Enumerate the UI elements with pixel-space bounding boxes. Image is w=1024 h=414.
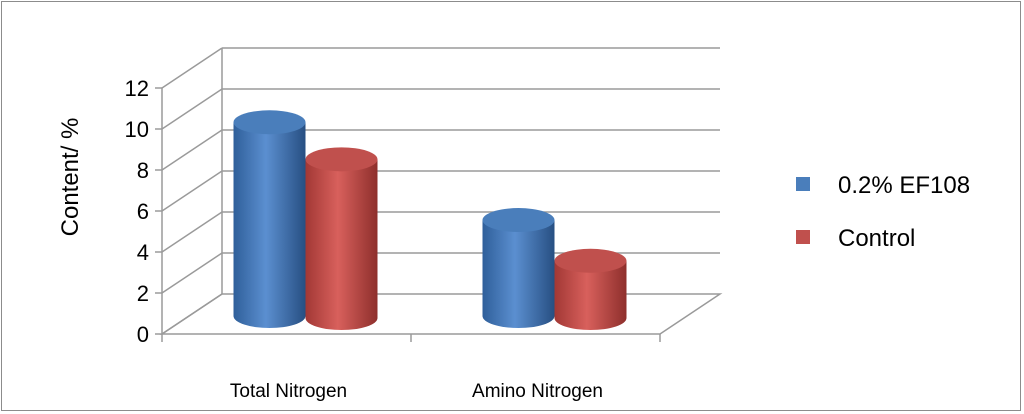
y-axis-title: Content/ % xyxy=(57,118,84,237)
legend: 0.2% EF108 Control xyxy=(796,172,970,252)
bars-layer xyxy=(233,110,627,330)
y-tick-label: 2 xyxy=(137,281,149,306)
y-tick-label: 6 xyxy=(137,199,149,224)
gridline-side xyxy=(161,47,223,89)
gridline-side xyxy=(161,211,223,253)
gridline-side xyxy=(161,88,223,130)
y-tick-label: 0 xyxy=(137,322,149,347)
y-tick-label: 4 xyxy=(137,240,149,265)
legend-label: Control xyxy=(838,225,915,252)
gridline-side xyxy=(161,129,223,171)
bar-top xyxy=(233,110,306,135)
x-tick-label: Total Nitrogen xyxy=(230,381,347,402)
legend-swatch xyxy=(796,230,810,244)
gridline-side xyxy=(161,252,223,294)
x-tick-label: Amino Nitrogen xyxy=(472,381,603,402)
labels-layer: 0 2 4 6 8 10 12 Total Nitrogen Amino Nitrogen xyxy=(125,76,603,402)
y-tick-label: 8 xyxy=(137,158,149,183)
bar-top xyxy=(554,248,627,273)
bar-top xyxy=(482,208,555,233)
legend-swatch xyxy=(796,177,810,191)
gridline-side xyxy=(161,170,223,212)
bar-body xyxy=(554,260,627,330)
bar-top xyxy=(305,147,378,172)
y-tick-label: 12 xyxy=(125,76,149,101)
legend-item: 0.2% EF108 xyxy=(796,172,970,199)
bar-control-amino-nitrogen xyxy=(554,248,627,330)
bar-body xyxy=(482,220,555,328)
bar-control-total-nitrogen xyxy=(305,147,378,330)
floor xyxy=(159,293,723,335)
bar-body xyxy=(233,122,306,328)
legend-item: Control xyxy=(796,225,915,252)
y-tick-label: 10 xyxy=(125,117,149,142)
bar-ef108-total-nitrogen xyxy=(233,110,306,328)
bar-body xyxy=(305,159,378,330)
legend-label: 0.2% EF108 xyxy=(838,172,970,199)
bar-ef108-amino-nitrogen xyxy=(482,208,555,328)
